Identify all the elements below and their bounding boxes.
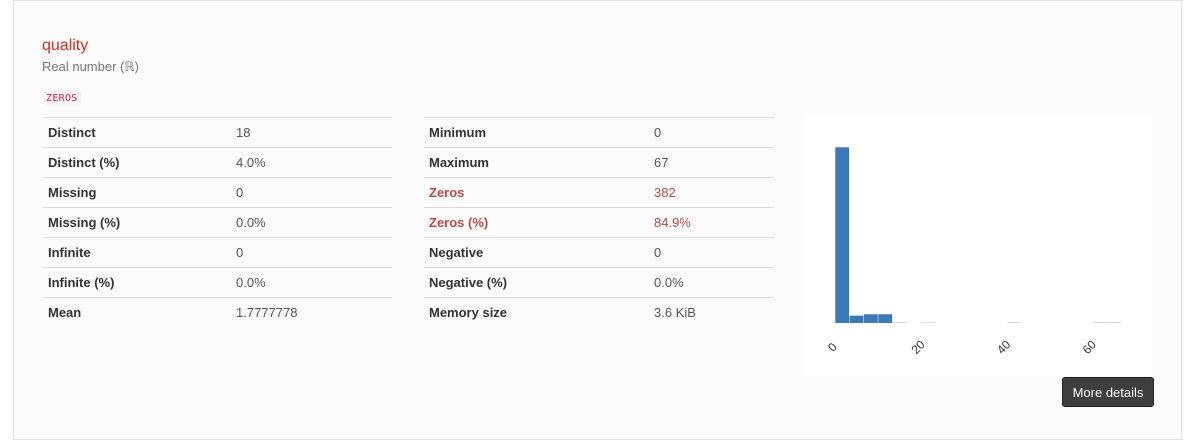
stat-row: Minimum 0 — [424, 117, 774, 148]
stat-row: Negative 0 — [424, 237, 774, 268]
stat-value: 18 — [231, 117, 392, 148]
histogram-bar — [878, 314, 893, 323]
x-tick-label: 60 — [1080, 337, 1100, 357]
stat-value: 0 — [649, 237, 774, 268]
stat-label: Negative (%) — [424, 267, 649, 298]
stat-value: 3.6 KiB — [649, 297, 774, 327]
stat-row: Missing 0 — [43, 177, 392, 208]
histogram-bar — [1007, 322, 1022, 323]
stat-row: Mean 1.7777778 — [43, 297, 392, 327]
stat-label: Missing — [43, 177, 231, 208]
stat-row: Distinct (%) 4.0% — [43, 147, 392, 178]
stat-label: Mean — [43, 297, 231, 327]
stats-table-right: Minimum 0 Maximum 67 Zeros 382 Zeros (%) 84.9% N… — [424, 117, 774, 327]
stat-label: Distinct (%) — [43, 147, 231, 178]
stat-label: Zeros (%) — [424, 207, 649, 238]
stat-label: Negative — [424, 237, 649, 268]
stat-row: Distinct 18 — [43, 117, 392, 148]
stat-row: Missing (%) 0.0% — [43, 207, 392, 238]
histogram-bar — [835, 147, 850, 323]
stat-value: 84.9% — [649, 207, 774, 238]
stat-label: Memory size — [424, 297, 649, 327]
histogram-bar — [1093, 322, 1108, 323]
stat-label: Minimum — [424, 117, 649, 148]
histogram-svg: 0 20 40 60 — [825, 147, 1122, 357]
histogram-bar — [892, 322, 907, 323]
stats-table-left: Distinct 18 Distinct (%) 4.0% Missing 0 Missin… — [43, 117, 392, 327]
variable-panel: quality Real number (ℝ) ZEROS Distinct 18… — [13, 0, 1182, 440]
more-details-button[interactable]: More details — [1062, 377, 1154, 407]
stat-row: Infinite 0 — [43, 237, 392, 268]
variable-name[interactable]: quality — [42, 37, 89, 54]
stat-value: 0 — [231, 177, 392, 208]
variable-type: Real number (ℝ) — [42, 59, 139, 74]
stat-value: 0.0% — [649, 267, 774, 298]
stat-label: Infinite — [43, 237, 231, 268]
stat-value: 0 — [231, 237, 392, 268]
stat-label: Maximum — [424, 147, 649, 178]
histogram-chart: 0 20 40 60 — [805, 117, 1152, 376]
stat-value: 1.7777778 — [231, 297, 392, 327]
stat-row: Maximum 67 — [424, 147, 774, 178]
stat-row: Zeros 382 — [424, 177, 774, 208]
stat-row: Infinite (%) 0.0% — [43, 267, 392, 298]
histogram-bar — [863, 314, 878, 323]
stat-value: 382 — [649, 177, 774, 208]
stat-value: 0.0% — [231, 207, 392, 238]
zeros-badge: ZEROS — [43, 91, 81, 106]
stat-value: 0.0% — [231, 267, 392, 298]
stat-label: Missing (%) — [43, 207, 231, 238]
histogram-bar — [921, 322, 936, 323]
x-tick-label: 40 — [994, 337, 1014, 357]
stat-value: 67 — [649, 147, 774, 178]
stat-row: Negative (%) 0.0% — [424, 267, 774, 298]
stat-row: Memory size 3.6 KiB — [424, 297, 774, 327]
histogram-bar — [849, 315, 864, 323]
stat-value: 4.0% — [231, 147, 392, 178]
histogram-bar — [1107, 322, 1122, 323]
stat-row: Zeros (%) 84.9% — [424, 207, 774, 238]
stat-label: Infinite (%) — [43, 267, 231, 298]
stat-label: Distinct — [43, 117, 231, 148]
stat-value: 0 — [649, 117, 774, 148]
x-tick-label: 20 — [908, 337, 928, 357]
x-tick-label: 0 — [825, 340, 840, 355]
stat-label: Zeros — [424, 177, 649, 208]
